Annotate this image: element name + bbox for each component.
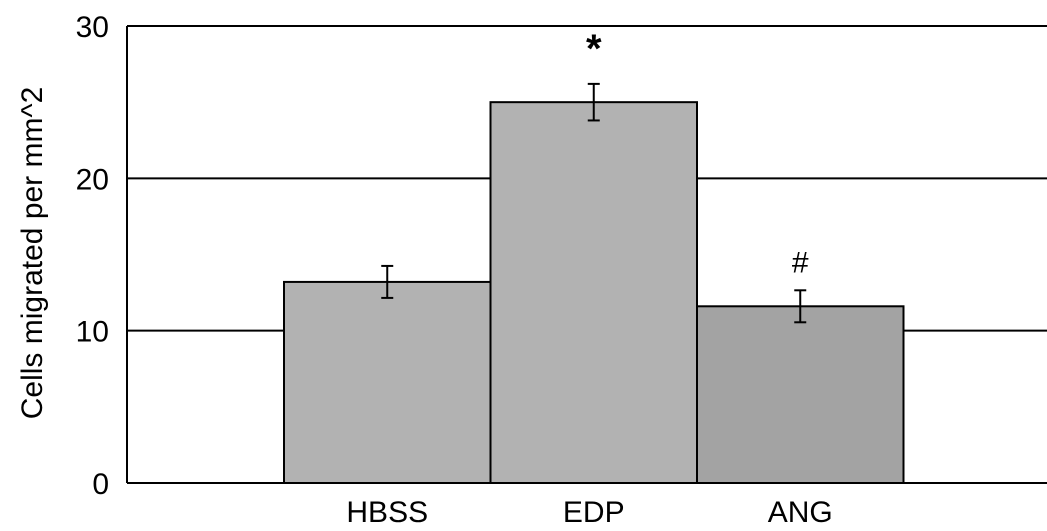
bar-hbss [283, 280, 492, 485]
x-tick-label: HBSS [346, 496, 428, 529]
bar-edp [489, 101, 698, 485]
y-tick-label: 20 [76, 163, 109, 196]
error-bar-edp [587, 82, 600, 122]
y-tick-label: 10 [76, 316, 109, 349]
bar-ang [696, 305, 905, 484]
y-tick-label: 0 [92, 468, 109, 501]
y-tick-label: 30 [76, 11, 109, 44]
x-tick-label: EDP [563, 496, 625, 529]
significance-marker: * [586, 27, 602, 71]
x-tick-label: ANG [768, 496, 833, 529]
labels: 0 10 20 30 HBSS EDP * ANG # [76, 11, 833, 529]
error-bar-ang [794, 289, 807, 324]
bars [283, 82, 905, 485]
y-axis-title: Cells migrated per mm^2 [16, 87, 49, 420]
significance-marker: # [792, 246, 809, 279]
error-bar-hbss [381, 264, 394, 299]
axes [126, 26, 1047, 484]
